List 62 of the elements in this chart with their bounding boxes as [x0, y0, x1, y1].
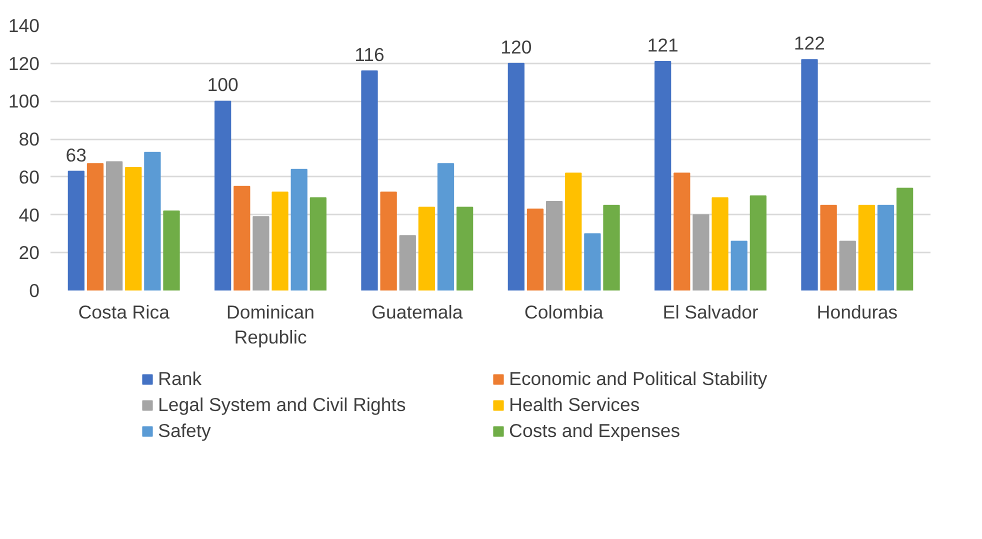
bar — [106, 161, 123, 290]
legend-label: Costs and Expenses — [509, 420, 682, 442]
bar — [896, 188, 914, 290]
bar — [692, 214, 710, 290]
y-tick-label: 0 — [29, 280, 40, 301]
bar — [603, 204, 620, 290]
bar — [674, 172, 690, 290]
bar — [750, 195, 766, 290]
bar — [565, 172, 582, 290]
bar — [526, 208, 544, 290]
bar — [801, 59, 818, 290]
x-tick-label: Honduras — [816, 302, 898, 322]
x-tick-label: El Salvador — [662, 302, 758, 322]
bar — [399, 235, 416, 290]
bar — [252, 216, 270, 290]
bar — [839, 240, 856, 290]
bar — [858, 204, 876, 290]
data-label: 120 — [500, 36, 532, 58]
y-tick-label: 80 — [18, 128, 40, 150]
bar — [125, 166, 142, 290]
bar — [508, 62, 524, 290]
y-tick-label: 60 — [18, 166, 40, 188]
bar — [272, 192, 288, 290]
legend-label: Legal System and Civil Rights — [158, 394, 407, 416]
data-label: 116 — [354, 44, 384, 65]
x-tick-label: Costa Rica — [78, 302, 170, 322]
bar — [820, 204, 837, 290]
bar — [144, 152, 161, 290]
bar — [310, 197, 326, 290]
bar — [584, 233, 601, 290]
bar — [877, 204, 894, 290]
y-tick-label: 120 — [8, 52, 40, 74]
data-label: 121 — [647, 34, 678, 56]
bar — [214, 100, 232, 290]
data-label: 63 — [66, 144, 87, 166]
y-tick-label: 100 — [8, 90, 40, 112]
data-label: 122 — [794, 32, 826, 54]
bar — [730, 240, 748, 290]
legend-label: Health Services — [509, 394, 641, 416]
data-label: 100 — [207, 74, 238, 96]
bar — [437, 163, 454, 290]
y-tick-label: 20 — [18, 242, 40, 264]
x-tick-label: Colombia — [524, 302, 604, 322]
bar — [456, 206, 474, 290]
legend-label: Safety — [158, 420, 212, 442]
bar — [68, 170, 84, 290]
bar — [361, 70, 378, 290]
y-tick-label: 140 — [8, 15, 40, 36]
bar — [163, 210, 180, 290]
bar — [86, 163, 104, 290]
x-tick-label: Dominican Republic — [226, 302, 315, 348]
legend-label: Rank — [158, 368, 203, 390]
x-tick-label: Guatemala — [372, 302, 464, 322]
bar — [654, 60, 672, 290]
y-tick-label: 40 — [18, 204, 40, 226]
bar — [290, 168, 308, 290]
bar — [418, 206, 436, 290]
legend-label: Economic and Political Stability — [509, 368, 768, 390]
bar — [234, 186, 250, 290]
bar — [380, 192, 397, 290]
bar — [712, 197, 728, 290]
bar — [546, 201, 563, 290]
